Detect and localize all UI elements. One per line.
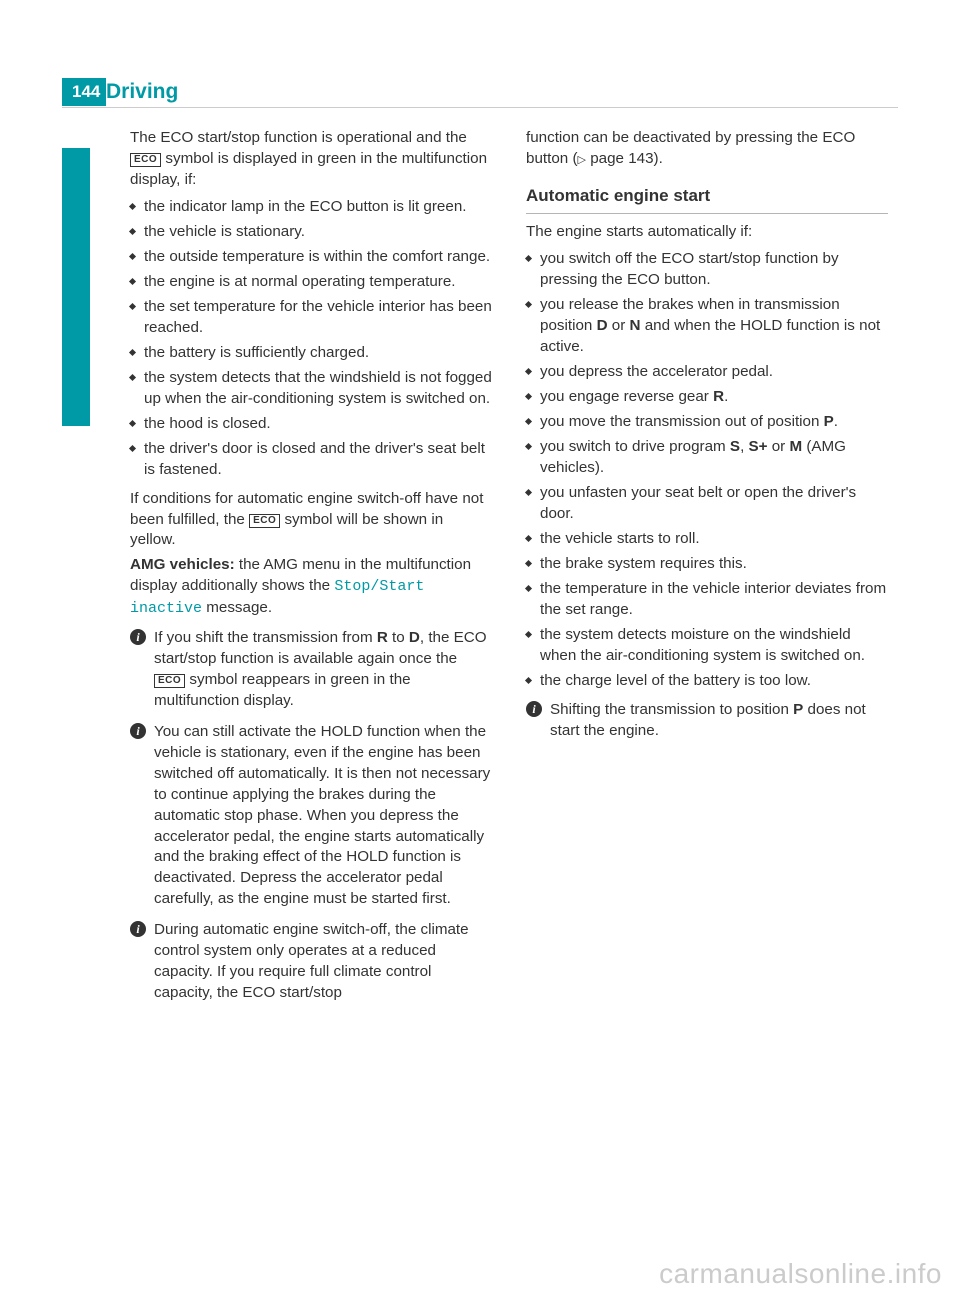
list-item: you depress the accelerator pedal. bbox=[526, 362, 888, 383]
text: symbol reappears in green in the multifu… bbox=[154, 671, 411, 709]
list-item: the outside temperature is within the co… bbox=[130, 247, 492, 268]
list-item: the driver's door is closed and the driv… bbox=[130, 439, 492, 481]
list-item: the system detects that the windshield i… bbox=[130, 368, 492, 410]
list-item: the vehicle starts to roll. bbox=[526, 529, 888, 550]
text: message. bbox=[202, 599, 272, 616]
list-item: the set temperature for the vehicle inte… bbox=[130, 297, 492, 339]
left-column: The ECO start/stop function is operation… bbox=[130, 128, 492, 1014]
page-title: Driving bbox=[106, 78, 178, 104]
list-item: you move the transmission out of positio… bbox=[526, 412, 888, 433]
list-item: the temperature in the vehicle interior … bbox=[526, 579, 888, 621]
list-item: the system detects moisture on the winds… bbox=[526, 625, 888, 667]
list-item: the hood is closed. bbox=[130, 414, 492, 435]
gear-p: P bbox=[793, 701, 803, 718]
info-note: i You can still activate the HOLD functi… bbox=[130, 722, 492, 911]
text: you move the transmission out of positio… bbox=[540, 413, 824, 430]
list-item: you engage reverse gear R. bbox=[526, 387, 888, 408]
eco-icon: ECO bbox=[249, 514, 280, 528]
conditions-list: the indicator lamp in the ECO button is … bbox=[130, 197, 492, 481]
intro-paragraph: The ECO start/stop function is operation… bbox=[130, 128, 492, 191]
text: . bbox=[724, 388, 728, 405]
text: function can be deactivated by pressing … bbox=[526, 129, 855, 167]
list-item: the vehicle is stationary. bbox=[130, 222, 492, 243]
gear-p: P bbox=[824, 413, 834, 430]
list-item: you switch off the ECO start/stop functi… bbox=[526, 249, 888, 291]
text: Shifting the transmission to position bbox=[550, 701, 793, 718]
text: you switch to drive program bbox=[540, 438, 730, 455]
text: . bbox=[834, 413, 838, 430]
yellow-condition: If conditions for automatic engine switc… bbox=[130, 489, 492, 552]
text: page 143). bbox=[586, 150, 663, 167]
gear-n: N bbox=[630, 317, 641, 334]
text: During automatic engine switch-off, the … bbox=[154, 921, 469, 1001]
section-heading: Automatic engine start bbox=[526, 184, 888, 207]
program-s: S bbox=[730, 438, 740, 455]
info-icon: i bbox=[130, 723, 146, 739]
info-note: i Shifting the transmission to position … bbox=[526, 700, 888, 742]
list-item: the charge level of the battery is too l… bbox=[526, 671, 888, 692]
text: or bbox=[608, 317, 630, 334]
text: or bbox=[768, 438, 790, 455]
gear-d: D bbox=[409, 629, 420, 646]
eco-icon: ECO bbox=[154, 674, 185, 688]
list-item: the indicator lamp in the ECO button is … bbox=[130, 197, 492, 218]
text: you engage reverse gear bbox=[540, 388, 713, 405]
list-item: you release the brakes when in transmiss… bbox=[526, 295, 888, 358]
gear-d: D bbox=[597, 317, 608, 334]
content-area: The ECO start/stop function is operation… bbox=[130, 128, 888, 1014]
list-item: the engine is at normal operating temper… bbox=[130, 272, 492, 293]
heading-rule bbox=[526, 209, 888, 214]
list-item: the battery is sufficiently charged. bbox=[130, 343, 492, 364]
gear-r: R bbox=[377, 629, 388, 646]
program-m: M bbox=[789, 438, 802, 455]
intro: The engine starts automatically if: bbox=[526, 222, 888, 243]
text: The ECO start/stop function is operation… bbox=[130, 129, 467, 146]
list-item: you switch to drive program S, S+ or M (… bbox=[526, 437, 888, 479]
info-note: i During automatic engine switch-off, th… bbox=[130, 920, 492, 1004]
triangle-icon: ▷ bbox=[578, 154, 586, 166]
info-icon: i bbox=[130, 629, 146, 645]
list-item: you unfasten your seat belt or open the … bbox=[526, 483, 888, 525]
page-header: 144 Driving bbox=[0, 78, 960, 108]
text: If you shift the transmission from bbox=[154, 629, 377, 646]
text: You can still activate the HOLD function… bbox=[154, 723, 490, 908]
info-note: i If you shift the transmission from R t… bbox=[130, 628, 492, 712]
right-column: function can be deactivated by pressing … bbox=[526, 128, 888, 1014]
info-icon: i bbox=[130, 921, 146, 937]
amg-label: AMG vehicles: bbox=[130, 556, 235, 573]
page-number: 144 bbox=[62, 78, 106, 106]
eco-icon: ECO bbox=[130, 153, 161, 167]
amg-paragraph: AMG vehicles: the AMG menu in the multif… bbox=[130, 555, 492, 619]
info-icon: i bbox=[526, 701, 542, 717]
header-rule bbox=[62, 107, 898, 108]
side-section-label: Driving and parking bbox=[63, 202, 86, 390]
auto-start-list: you switch off the ECO start/stop functi… bbox=[526, 249, 888, 691]
text: , bbox=[740, 438, 748, 455]
list-item: the brake system requires this. bbox=[526, 554, 888, 575]
text: symbol is displayed in green in the mult… bbox=[130, 150, 487, 188]
continuation-paragraph: function can be deactivated by pressing … bbox=[526, 128, 888, 170]
watermark: carmanualsonline.info bbox=[659, 1258, 942, 1290]
text: to bbox=[388, 629, 409, 646]
program-s-plus: S+ bbox=[749, 438, 768, 455]
gear-r: R bbox=[713, 388, 724, 405]
